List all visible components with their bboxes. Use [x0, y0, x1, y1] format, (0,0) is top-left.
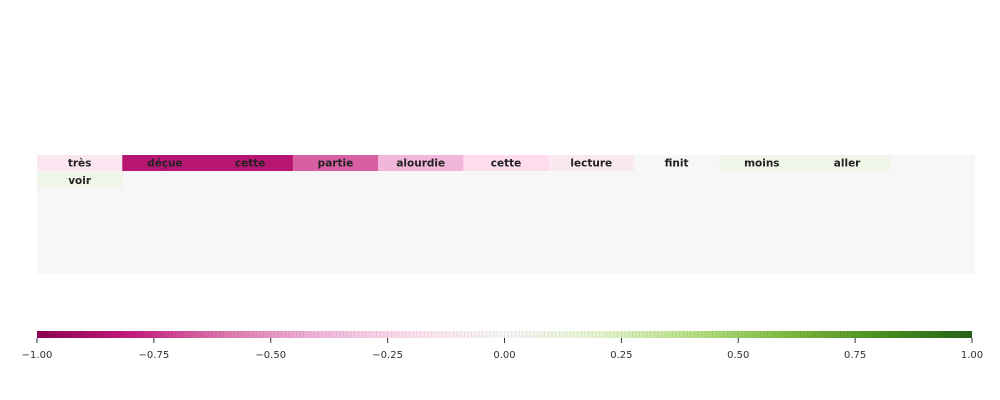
heatmap-cell	[633, 155, 720, 171]
heatmap-cell	[207, 155, 294, 171]
heatmap-background	[37, 155, 975, 274]
heatmap-cell	[548, 155, 635, 171]
heatmap-cell	[122, 155, 209, 171]
colorbar-stripes	[36, 331, 973, 338]
heatmap-cell	[37, 172, 123, 189]
colorbar-tick-label: −1.00	[22, 350, 53, 361]
colorbar-ticks: −1.00 −0.75 −0.50 −0.25 0.00 0.25 0.50 0.75 1.00	[22, 338, 983, 361]
colorbar-tick-label: −0.75	[139, 350, 170, 361]
colorbar-tick-label: 1.00	[961, 350, 983, 361]
heatmap-word-label: très	[68, 158, 92, 170]
heatmap-cell	[719, 155, 805, 171]
heatmap-word-label: cette	[235, 158, 266, 170]
heatmap-word-labels: très déçue cette partie alourdie cette lecture…	[68, 158, 861, 187]
heatmap-word-label: alourdie	[396, 158, 445, 170]
heatmap-cell	[463, 155, 550, 171]
heatmap-word-label: voir	[68, 175, 92, 187]
colorbar-tick-label: 0.50	[727, 350, 749, 361]
heatmap-word-label: aller	[834, 158, 861, 170]
heatmap-cells	[37, 155, 891, 189]
colorbar-tick-label: 0.25	[610, 350, 632, 361]
colorbar-tick-label: 0.75	[844, 350, 866, 361]
heatmap-word-label: partie	[318, 158, 354, 170]
heatmap-cell	[378, 155, 464, 171]
heatmap-cell	[37, 155, 123, 171]
heatmap-cell	[804, 155, 891, 171]
colorbar	[37, 331, 972, 338]
heatmap-word-label: lecture	[570, 158, 612, 170]
colorbar-tick-label: 0.00	[493, 350, 515, 361]
heatmap-word-label: déçue	[147, 158, 182, 170]
colorbar-tick-label: −0.50	[255, 350, 286, 361]
heatmap-word-label: finit	[665, 158, 689, 170]
colorbar-tick-label: −0.25	[372, 350, 403, 361]
heatmap-cell	[292, 155, 379, 171]
heatmap-word-label: moins	[744, 158, 779, 170]
heatmap-word-label: cette	[491, 158, 522, 170]
